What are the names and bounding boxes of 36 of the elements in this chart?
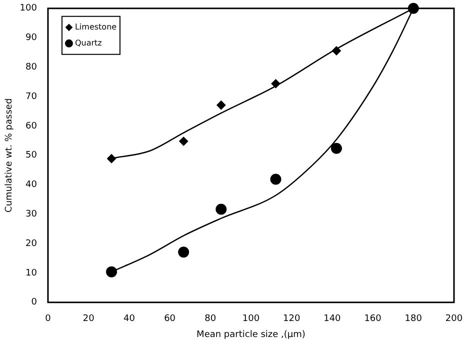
point bbox=[270, 174, 282, 185]
x-tick-label: 160 bbox=[364, 314, 382, 324]
x-tick-label: 140 bbox=[324, 314, 342, 324]
x-tick-label: 40 bbox=[123, 314, 136, 324]
x-tick-label: 20 bbox=[82, 314, 95, 324]
x-tick-label: 180 bbox=[404, 314, 422, 324]
y-axis-title: Cumulative wt. % passed bbox=[4, 98, 15, 212]
point bbox=[106, 266, 118, 278]
y-tick-label: 100 bbox=[20, 4, 38, 14]
point bbox=[107, 154, 116, 164]
x-tick-label: 200 bbox=[445, 314, 463, 324]
y-tick-label: 60 bbox=[26, 121, 38, 132]
x-tick-label: 100 bbox=[242, 314, 260, 324]
x-tick-label: 60 bbox=[164, 314, 176, 324]
point bbox=[332, 46, 341, 56]
x-axis-title: Mean particle size ,(μm) bbox=[196, 330, 306, 340]
y-tick-label: 20 bbox=[26, 238, 38, 249]
legend-label: Quartz bbox=[74, 38, 102, 48]
y-tick-label: 30 bbox=[26, 210, 38, 220]
y-tick-label: 70 bbox=[26, 92, 38, 102]
point bbox=[330, 142, 342, 154]
x-tick-label: 80 bbox=[204, 314, 216, 324]
y-tick-label: 80 bbox=[26, 62, 38, 73]
point bbox=[216, 100, 226, 110]
y-tick-label: 50 bbox=[26, 150, 38, 161]
x-tick-label: 0 bbox=[45, 314, 52, 324]
point bbox=[271, 79, 280, 88]
y-tick-label: 90 bbox=[26, 33, 38, 44]
x-tick-label: 120 bbox=[283, 314, 300, 324]
y-tick-label: 0 bbox=[31, 298, 38, 308]
y-tick-label: 40 bbox=[26, 180, 38, 190]
point bbox=[216, 204, 227, 215]
point bbox=[178, 246, 190, 258]
legend-label: Limestone bbox=[74, 22, 117, 32]
point bbox=[179, 136, 188, 146]
y-tick-label: 10 bbox=[26, 268, 38, 278]
